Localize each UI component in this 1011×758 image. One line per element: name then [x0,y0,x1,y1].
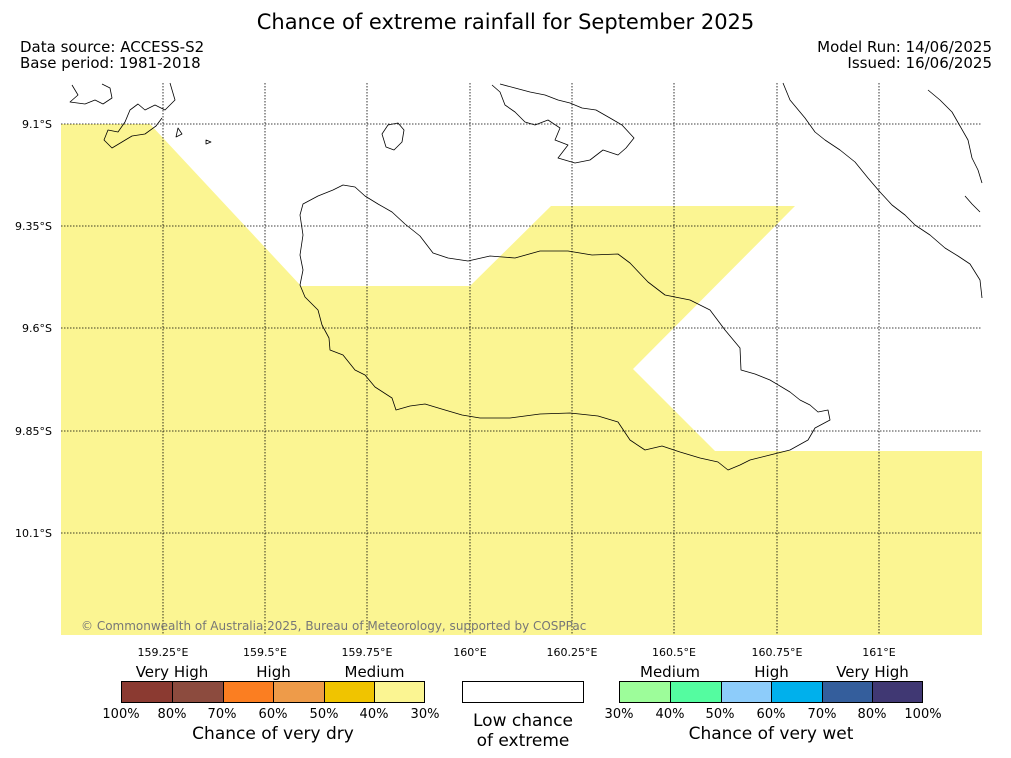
coast-florida-west [103,82,176,149]
low-chance-swatch [462,681,584,703]
coast-guadalcanal [299,184,831,471]
wet-tick: 80% [857,707,887,722]
coast-malaita [782,82,983,299]
coastlines [69,82,983,471]
coast-malaita-north [927,89,983,184]
lon-label: 161°E [862,646,896,659]
lat-label: 9.35°S [15,220,52,233]
dry-swatch-70-60 [223,681,274,703]
lon-label: 159.75°E [341,646,393,659]
low-chance-line2: of extreme [476,731,570,751]
wet-tick: 100% [904,707,942,722]
chart-title: Chance of extreme rainfall for September… [256,10,755,34]
lon-label: 160°E [453,646,487,659]
dry-tick: 100% [102,707,140,722]
wet-category-high: High [754,663,789,681]
lat-label: 9.85°S [15,425,52,438]
wet-category-very-high: Very High [836,663,909,681]
lon-label: 160.75°E [751,646,803,659]
wet-swatch-30-40 [619,681,671,703]
coast-islet-c [964,195,981,213]
wet-swatch-40-50 [670,681,722,703]
dry-tick: 50% [309,707,339,722]
issued-text: Issued: 16/06/2025 [847,54,992,72]
wet-tick: 60% [756,707,786,722]
dry-tick: 70% [207,707,237,722]
dry-legend-title: Chance of very dry [192,724,354,744]
wet-swatch-80-100 [872,681,923,703]
dry-category-medium: Medium [344,663,405,681]
wet-swatch-60-70 [771,681,823,703]
coast-islet-b [205,139,212,145]
wet-swatch-50-60 [721,681,772,703]
coast-russell [69,83,113,105]
coast-islet-a [175,127,183,138]
dry-category-very-high: Very High [135,663,209,681]
dry-tick: 80% [157,707,187,722]
low-chance-line1: Low chance [473,711,573,731]
wet-legend-title: Chance of very wet [688,724,854,744]
graticule [61,83,982,635]
wet-tick: 30% [604,707,634,722]
dry-tick: 40% [359,707,389,722]
dry-swatch-100-80 [121,681,173,703]
dry-swatch-50-40 [324,681,375,703]
dry-category-high: High [256,663,291,681]
wet-colorbar [619,681,923,703]
lat-label: 9.6°S [22,322,52,335]
data-source-text: Data source: ACCESS-S2 [20,38,205,56]
meta-left: Data source: ACCESS-S2 Base period: 1981… [20,39,204,71]
coast-savo-ngella [491,83,635,164]
dry-tick: 60% [258,707,288,722]
dry-tick: 30% [410,707,440,722]
wet-tick: 50% [705,707,735,722]
base-period-text: Base period: 1981-2018 [20,54,201,72]
shaded-region-medium-dry [61,124,982,635]
coast-island-small [381,122,405,151]
lon-label: 159.25°E [137,646,189,659]
wet-swatch-70-80 [822,681,873,703]
lat-label: 9.1°S [22,118,52,131]
copyright-text: © Commonwealth of Australia 2025, Bureau… [81,619,587,633]
dry-swatch-40-30 [374,681,425,703]
dry-swatch-60-50 [273,681,325,703]
wet-category-medium: Medium [640,663,700,681]
lon-label: 159.5°E [243,646,287,659]
wet-tick: 40% [655,707,685,722]
low-chance-label: Low chance of extreme [452,711,594,751]
dry-colorbar [121,681,425,703]
lat-label: 10.1°S [15,527,52,540]
dry-swatch-80-70 [172,681,224,703]
lon-label: 160.5°E [652,646,696,659]
lon-label: 160.25°E [546,646,598,659]
model-run-text: Model Run: 14/06/2025 [817,38,992,56]
meta-right: Model Run: 14/06/2025 Issued: 16/06/2025 [817,39,992,71]
wet-tick: 70% [807,707,837,722]
